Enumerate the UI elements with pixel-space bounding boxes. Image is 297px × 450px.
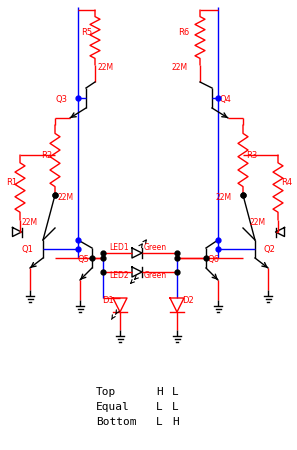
- Text: 22M: 22M: [22, 218, 38, 227]
- Text: 22M: 22M: [215, 193, 231, 202]
- Text: H: H: [172, 417, 179, 427]
- Text: Q4: Q4: [220, 95, 232, 104]
- Text: R3: R3: [246, 151, 257, 160]
- Text: R2: R2: [41, 151, 52, 160]
- Text: H: H: [156, 387, 163, 397]
- Text: Q5: Q5: [78, 255, 90, 264]
- Text: 22M: 22M: [57, 193, 73, 202]
- Text: 22M: 22M: [250, 218, 266, 227]
- Text: Q2: Q2: [263, 245, 275, 254]
- Text: LED2: LED2: [109, 271, 129, 280]
- Text: Equal: Equal: [96, 402, 130, 412]
- Text: 22M: 22M: [172, 63, 188, 72]
- Text: 22M: 22M: [97, 63, 113, 72]
- Text: Bottom: Bottom: [96, 417, 137, 427]
- Text: L: L: [156, 417, 163, 427]
- Text: Q6: Q6: [208, 255, 220, 264]
- Text: Q1: Q1: [22, 245, 34, 254]
- Text: Green: Green: [144, 243, 167, 252]
- Text: R4: R4: [281, 178, 292, 187]
- Text: R5: R5: [81, 28, 92, 37]
- Text: Green: Green: [144, 271, 167, 280]
- Text: D1: D1: [102, 296, 114, 305]
- Text: Top: Top: [96, 387, 116, 397]
- Text: D2: D2: [182, 296, 194, 305]
- Text: Q3: Q3: [55, 95, 67, 104]
- Text: R6: R6: [178, 28, 189, 37]
- Text: R1: R1: [6, 178, 17, 187]
- Text: L: L: [156, 402, 163, 412]
- Text: L: L: [172, 402, 179, 412]
- Text: LED1: LED1: [109, 243, 129, 252]
- Text: L: L: [172, 387, 179, 397]
